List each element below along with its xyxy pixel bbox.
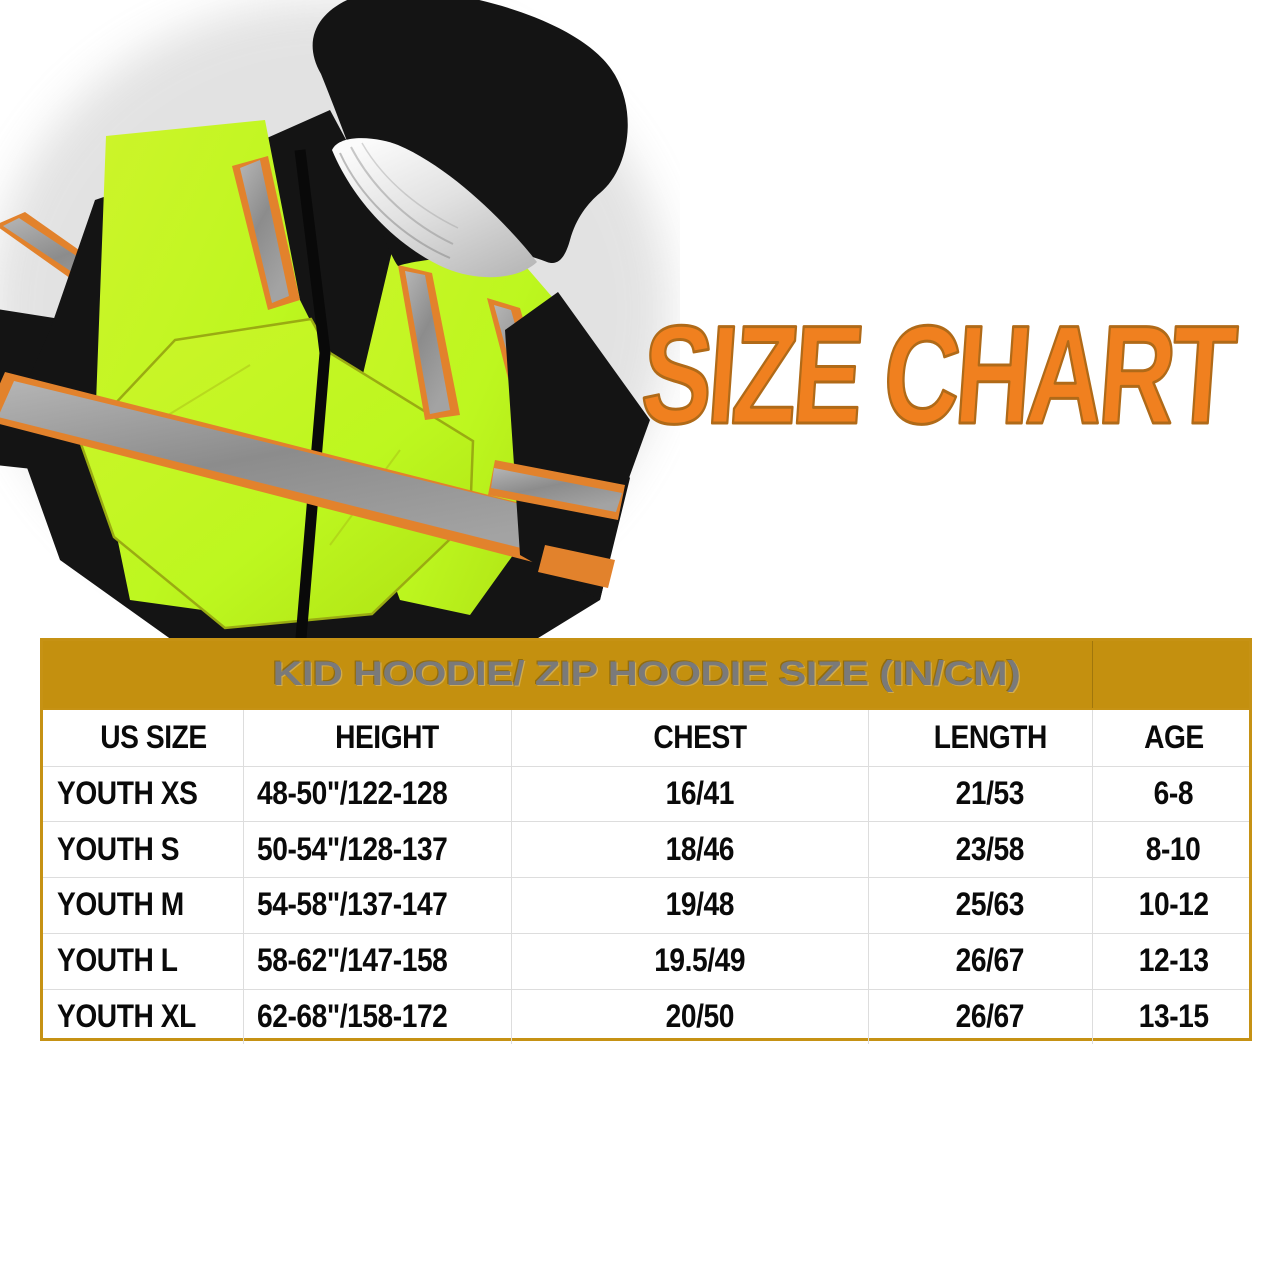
svg-text:SIZE CHART: SIZE CHART (637, 298, 1240, 454)
